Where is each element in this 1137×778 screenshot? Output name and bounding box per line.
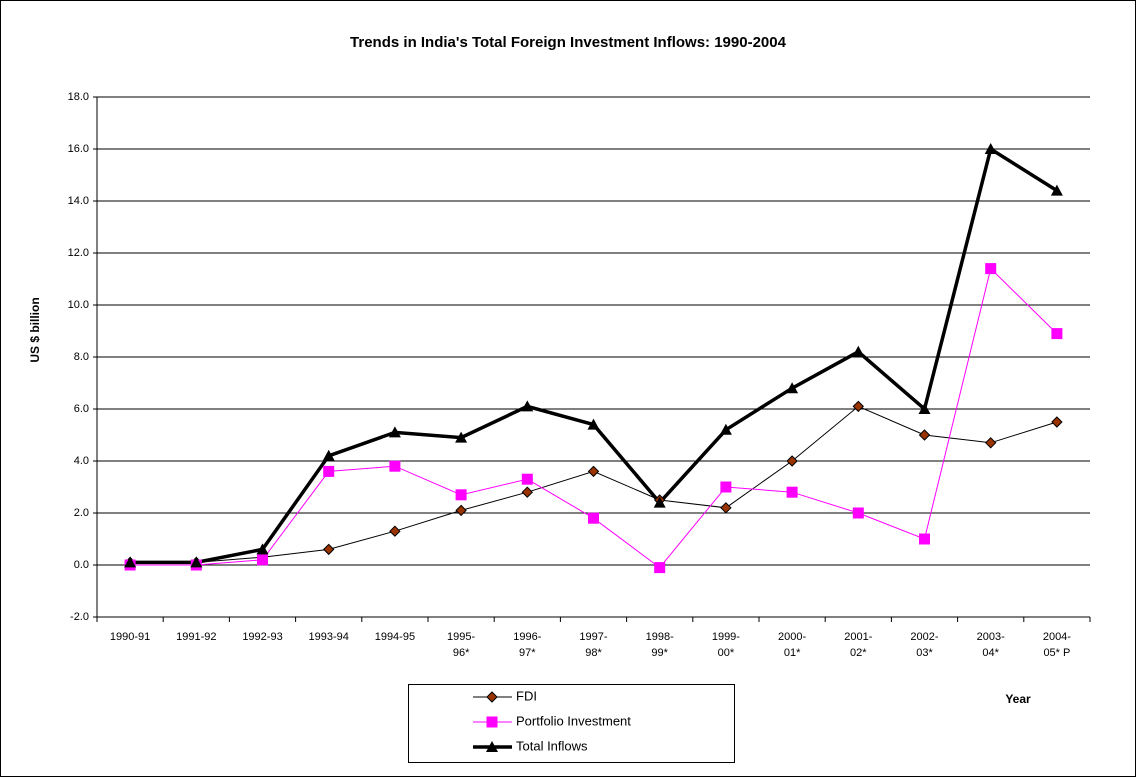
x-axis-label: Year xyxy=(1005,692,1031,706)
total-marker xyxy=(587,418,600,430)
total-marker xyxy=(322,449,335,461)
total-marker xyxy=(124,556,137,568)
fdi-marker xyxy=(521,486,534,498)
total-marker xyxy=(918,403,931,414)
portfolio-marker xyxy=(985,263,997,275)
y-tick-label: 14.0 xyxy=(68,195,89,207)
total-marker xyxy=(256,543,269,555)
x-tick-label: 1992-93 xyxy=(242,631,282,643)
x-tick-label: 1994-95 xyxy=(375,631,415,643)
portfolio-marker xyxy=(720,481,732,493)
portfolio-marker xyxy=(521,473,533,485)
x-tick-label: 1995-96* xyxy=(447,631,475,659)
legend-marker xyxy=(486,691,498,703)
portfolio-marker xyxy=(323,465,335,477)
x-tick-label: 2000-01* xyxy=(778,631,806,659)
fdi-marker xyxy=(786,455,798,467)
x-tick-label: 1999-00* xyxy=(712,631,740,659)
portfolio-marker xyxy=(257,554,268,566)
legend-marker xyxy=(486,716,498,728)
total-marker xyxy=(984,143,997,154)
x-tick-label: 2002-03* xyxy=(910,631,938,659)
y-tick-label: 0.0 xyxy=(74,559,89,571)
x-tick-label: 2001-02* xyxy=(844,631,872,659)
portfolio-marker xyxy=(654,562,666,574)
portfolio-marker xyxy=(455,489,467,501)
x-tick-label: 1998-99* xyxy=(646,631,674,659)
x-tick-label: 2003-04* xyxy=(977,631,1005,659)
y-axis-label: US $ billion xyxy=(28,297,42,362)
portfolio-marker xyxy=(919,533,930,545)
x-tick-label: 1996-97* xyxy=(513,631,541,659)
y-tick-label: 10.0 xyxy=(68,299,89,311)
fdi-marker xyxy=(1051,416,1063,428)
fdi-marker xyxy=(852,400,865,413)
total-marker xyxy=(786,382,799,394)
total-marker xyxy=(653,496,666,508)
y-tick-label: -2.0 xyxy=(70,611,89,623)
y-tick-label: 12.0 xyxy=(68,247,89,259)
y-tick-label: 6.0 xyxy=(74,403,89,415)
y-tick-label: 8.0 xyxy=(74,351,89,363)
fdi-marker xyxy=(587,465,600,478)
fdi-marker xyxy=(984,437,997,449)
y-tick-label: 2.0 xyxy=(74,507,89,519)
total-marker xyxy=(455,431,468,443)
total-marker xyxy=(1050,184,1063,196)
chart-title: Trends in India's Total Foreign Investme… xyxy=(350,34,787,51)
legend-box xyxy=(408,684,735,763)
legend-label: Portfolio Investment xyxy=(516,713,631,728)
total-marker xyxy=(852,345,865,357)
legend-label: FDI xyxy=(516,688,537,703)
fdi-marker xyxy=(455,504,467,517)
portfolio-marker xyxy=(1051,328,1063,340)
x-tick-label: 1993-94 xyxy=(309,631,349,643)
legend-label: Total Inflows xyxy=(516,738,588,753)
total-marker xyxy=(388,426,401,438)
fdi-marker xyxy=(918,429,931,441)
portfolio-marker xyxy=(588,512,599,524)
portfolio-marker xyxy=(389,460,401,472)
y-tick-label: 16.0 xyxy=(68,143,89,155)
y-tick-label: 4.0 xyxy=(74,455,89,467)
legend-marker xyxy=(486,741,498,752)
total-marker xyxy=(521,400,534,412)
total-marker xyxy=(190,556,203,568)
fdi-marker xyxy=(322,543,335,556)
x-tick-label: 2004-05* P xyxy=(1043,631,1071,659)
fdi-marker xyxy=(389,525,401,537)
fdi-marker xyxy=(720,502,732,514)
portfolio-marker xyxy=(852,507,864,519)
portfolio-marker xyxy=(786,486,798,498)
x-tick-label: 1991-92 xyxy=(176,631,216,643)
y-tick-label: 18.0 xyxy=(68,91,89,103)
x-tick-label: 1990-91 xyxy=(110,631,150,643)
total-marker xyxy=(719,423,732,435)
x-tick-label: 1997-98* xyxy=(579,631,607,659)
